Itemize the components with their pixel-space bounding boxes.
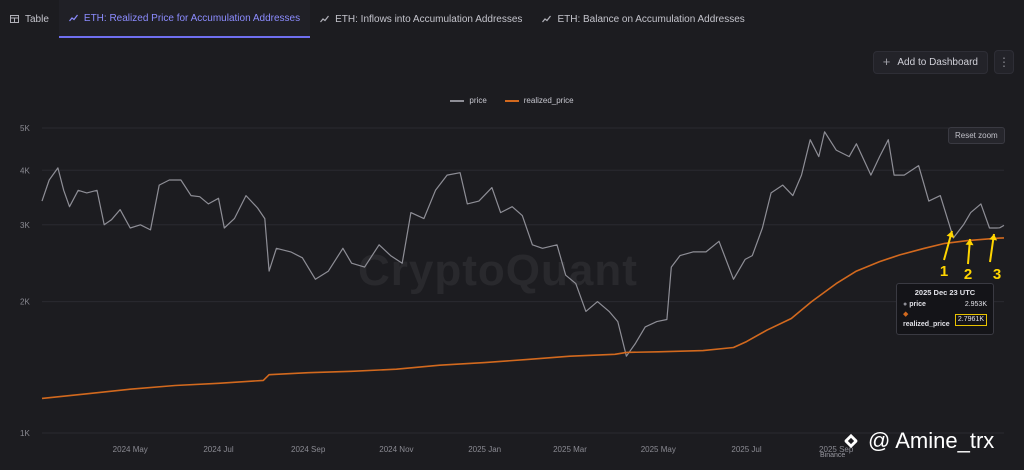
- legend-swatch: [504, 99, 519, 102]
- chart-legend: price realized_price: [0, 96, 1024, 105]
- tooltip-row-price: ● price 2.953K: [903, 301, 987, 308]
- tooltip-row-realized: ◆ realized_price 2.7961K: [903, 310, 987, 330]
- chart-icon: [320, 15, 330, 23]
- x-tick-label: 2025 Mar: [553, 445, 587, 454]
- x-tick-label: 2024 Nov: [379, 445, 413, 454]
- x-tick-label: 2024 May: [113, 445, 148, 454]
- annotation-label: 2: [964, 266, 972, 283]
- kebab-icon[interactable]: ⋮: [994, 50, 1014, 74]
- legend-item-realized-price[interactable]: realized_price: [504, 96, 574, 105]
- chart-toolbar: + Add to Dashboard ⋮: [872, 50, 1014, 74]
- table-icon: [10, 15, 19, 23]
- legend-label: realized_price: [523, 96, 574, 105]
- x-tick-label: 2025 May: [641, 445, 676, 454]
- tab-label: ETH: Inflows into Accumulation Addresses: [335, 13, 523, 25]
- annotation-label: 3: [993, 266, 1001, 283]
- chart-icon: [68, 14, 78, 22]
- tab-label: Table: [25, 13, 49, 25]
- series-line-price: [41, 131, 1005, 357]
- y-tick-label: 5K: [20, 124, 30, 133]
- credit-sub: Binance: [820, 452, 846, 459]
- tooltip-price-value: 2.953K: [964, 301, 987, 308]
- tab-balance[interactable]: ETH: Balance on Accumulation Addresses: [532, 0, 754, 38]
- tab-table[interactable]: Table: [0, 0, 59, 38]
- add-to-dashboard-label: Add to Dashboard: [897, 56, 978, 68]
- x-tick-label: 2025 Jul: [731, 445, 761, 454]
- plus-icon: +: [882, 54, 891, 69]
- annotation-arrowhead: [989, 234, 998, 241]
- reset-zoom-button[interactable]: Reset zoom: [948, 127, 1005, 144]
- x-tick-label: 2024 Jul: [203, 445, 233, 454]
- y-tick-label: 4K: [20, 166, 30, 175]
- y-tick-label: 2K: [20, 298, 30, 307]
- chart-icon: [542, 15, 552, 23]
- tooltip-date: 2025 Dec 23 UTC: [914, 288, 976, 297]
- chart-tooltip: 2025 Dec 23 UTC ● price 2.953K ◆ realize…: [896, 283, 994, 335]
- tab-realized-price[interactable]: ETH: Realized Price for Accumulation Add…: [58, 0, 311, 38]
- annotation-label: 1: [940, 263, 948, 280]
- tooltip-price-label: price: [909, 301, 926, 308]
- x-tick-label: 2025 Jan: [468, 445, 501, 454]
- watermark: CryptoQuant: [358, 246, 638, 295]
- x-tick-label: 2024 Sep: [291, 445, 326, 454]
- add-to-dashboard-button[interactable]: + Add to Dashboard: [872, 50, 988, 74]
- legend-item-price[interactable]: price: [450, 96, 487, 105]
- legend-label: price: [469, 96, 487, 105]
- credit: @ Amine_trx: [840, 428, 994, 454]
- y-tick-label: 1K: [20, 429, 30, 438]
- annotation-arrowhead: [946, 231, 955, 238]
- credit-handle: @ Amine_trx: [868, 428, 995, 453]
- x-tick-label: 2025 Sep: [819, 445, 854, 454]
- binance-icon: [844, 433, 858, 449]
- series-line-realized-price: [41, 237, 1005, 400]
- tab-inflows[interactable]: ETH: Inflows into Accumulation Addresses: [310, 0, 532, 38]
- annotation-arrowhead: [965, 239, 974, 246]
- tab-label: ETH: Balance on Accumulation Addresses: [557, 13, 745, 25]
- y-tick-label: 3K: [20, 221, 30, 230]
- tooltip-realized-label: realized_price: [903, 321, 950, 328]
- tab-bar: Table ETH: Realized Price for Accumulati…: [0, 0, 1024, 38]
- tab-label: ETH: Realized Price for Accumulation Add…: [83, 12, 301, 24]
- tooltip-realized-value: 2.7961K: [954, 314, 987, 326]
- legend-swatch: [450, 99, 465, 102]
